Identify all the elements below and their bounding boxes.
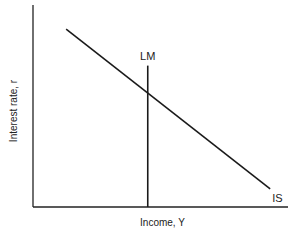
y-axis (32, 5, 33, 207)
series-line (147, 66, 149, 207)
series-label: LM (140, 50, 155, 62)
x-axis-label: Income, Y (140, 217, 185, 228)
plot-lines (66, 29, 270, 207)
y-axis-label: Interest rate, r (8, 79, 19, 142)
series-line (66, 29, 270, 189)
series-label: IS (272, 192, 282, 204)
chart: IS LM Income, Y Interest rate, r (0, 0, 291, 251)
x-axis (33, 206, 288, 207)
